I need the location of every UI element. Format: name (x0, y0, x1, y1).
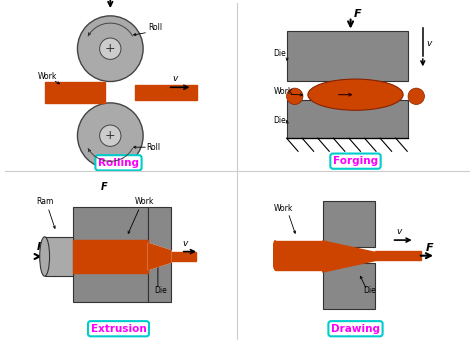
Text: v: v (426, 39, 431, 48)
Circle shape (77, 103, 143, 169)
Bar (275, 241, 326, 269)
Ellipse shape (308, 79, 403, 110)
Circle shape (100, 125, 121, 146)
Bar (148, 260, 171, 302)
Text: Die: Die (273, 49, 286, 58)
Bar (287, 31, 408, 81)
Ellipse shape (408, 88, 424, 105)
Text: Roll: Roll (146, 143, 161, 152)
Circle shape (77, 16, 143, 81)
Text: Extrusion: Extrusion (91, 324, 146, 334)
Polygon shape (45, 237, 73, 276)
Circle shape (100, 38, 121, 60)
Text: Forging: Forging (333, 156, 378, 166)
Text: v: v (397, 227, 402, 236)
Bar (73, 266, 148, 302)
Text: Work: Work (273, 203, 293, 212)
Text: Rolling: Rolling (98, 158, 139, 168)
Bar (323, 263, 375, 309)
Bar (287, 101, 408, 138)
Polygon shape (323, 241, 375, 272)
Text: +: + (105, 129, 116, 142)
Text: Ram: Ram (36, 197, 54, 206)
Ellipse shape (273, 241, 277, 269)
Text: F: F (36, 242, 44, 252)
Text: Work: Work (135, 197, 155, 206)
Bar (73, 207, 148, 244)
Bar (73, 240, 148, 273)
Bar (148, 207, 171, 250)
Bar (135, 85, 197, 100)
Bar (375, 251, 421, 260)
Text: Die: Die (155, 286, 167, 294)
Text: Die: Die (364, 286, 376, 294)
Text: Drawing: Drawing (331, 324, 380, 334)
Ellipse shape (287, 88, 303, 105)
Text: Roll: Roll (148, 23, 162, 32)
Ellipse shape (40, 237, 50, 276)
Text: F: F (100, 182, 107, 192)
Text: Work: Work (273, 87, 293, 96)
Bar (45, 81, 105, 103)
Text: F: F (426, 243, 434, 253)
Polygon shape (148, 244, 171, 269)
Text: v: v (173, 74, 178, 83)
Text: Die: Die (273, 116, 286, 126)
Polygon shape (148, 244, 171, 269)
Text: Work: Work (38, 72, 57, 81)
Bar (171, 252, 196, 261)
Text: +: + (105, 42, 116, 55)
Text: F: F (354, 9, 362, 19)
Polygon shape (323, 247, 375, 266)
Bar (323, 201, 375, 247)
Text: v: v (182, 239, 188, 248)
